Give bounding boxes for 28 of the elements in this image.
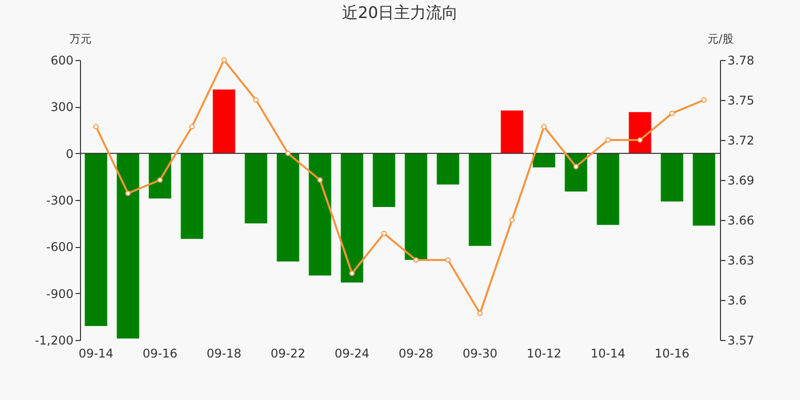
y-tick-label: -900 — [46, 286, 74, 301]
y2-tick-label: 3.6 — [728, 294, 747, 308]
x-tick-label: 09-24 — [334, 346, 370, 360]
y-tick-label: 0 — [66, 146, 74, 161]
y-axis-title: 万元 — [70, 32, 92, 46]
y2-tick-label: 3.78 — [728, 54, 754, 68]
x-tick-label: 09-22 — [270, 346, 306, 360]
y-tick-label: -1,200 — [34, 334, 74, 348]
y-tick-label: -600 — [46, 240, 74, 254]
y2-tick-label: 3.66 — [728, 214, 754, 228]
y2-tick-label: 3.72 — [728, 134, 754, 148]
y-tick-label: 300 — [50, 100, 74, 114]
chart-title: 近20日主力流向 — [342, 3, 458, 22]
x-tick-label: 09-18 — [206, 346, 242, 360]
y2-axis-title: 元/股 — [708, 32, 734, 46]
x-tick-label: 10-14 — [590, 346, 626, 360]
y-tick-label: 600 — [50, 54, 74, 68]
x-tick-label: 09-16 — [142, 346, 178, 360]
y2-tick-label: 3.63 — [728, 254, 754, 268]
x-tick-label: 09-28 — [398, 346, 434, 360]
y2-tick-label: 3.75 — [728, 94, 754, 108]
y2-tick-label: 3.57 — [728, 334, 754, 348]
x-tick-label: 09-14 — [78, 346, 114, 360]
x-tick-label: 10-16 — [654, 346, 690, 360]
x-tick-label: 09-30 — [462, 346, 498, 360]
x-tick-label: 10-12 — [526, 346, 562, 360]
y-tick-label: -300 — [46, 194, 74, 208]
y2-tick-label: 3.69 — [728, 174, 754, 188]
